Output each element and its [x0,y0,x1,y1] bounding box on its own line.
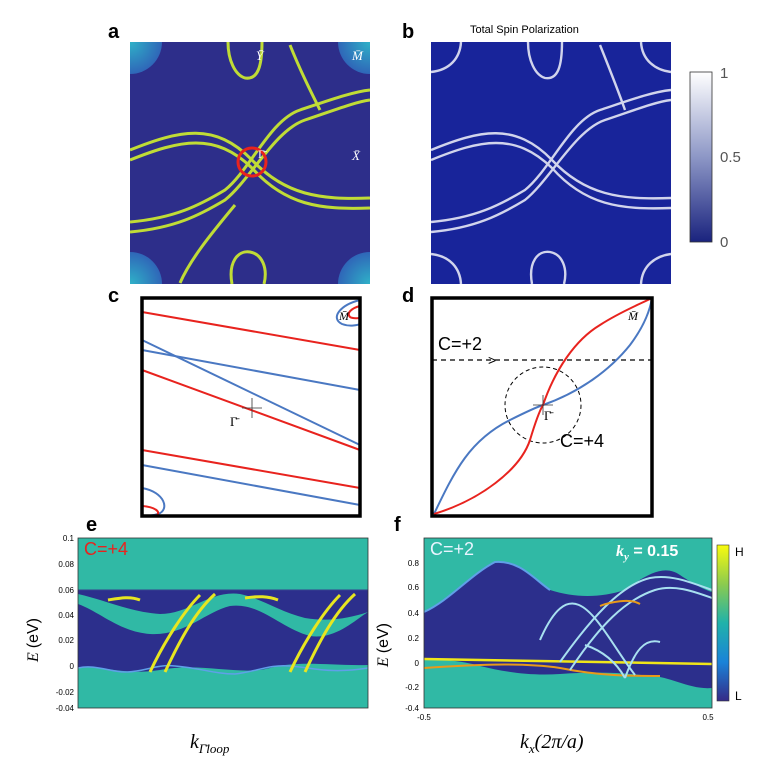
svg-text:E(eV): E (eV) [375,623,392,668]
e-ylabel-unit: (eV) [25,618,42,648]
panel-b-background [431,42,671,284]
ky-k: k [616,543,624,560]
panel-a-corner-pocket [130,252,162,284]
panel-f-frame [423,537,713,709]
f-ytick: 0.8 [408,559,420,568]
panel-e-xlabel: kΓ̄loop [190,731,230,756]
panel-d: d > Γ̄ M̄ C=+2 C=+4 [402,285,654,518]
gamma-point-label-d: Γ̄ [544,408,554,423]
panel-f-chern-label: C=+2 [430,539,474,559]
e-ytick: 0 [70,662,75,671]
dashed-loop-circle [504,366,582,444]
ky-label: ky = 0.15 [616,543,678,563]
arrow-glyph: > [488,352,496,368]
panel-a-corner-pocket [338,252,370,284]
panel-c-frame [140,296,362,518]
gap-region [78,604,368,672]
panel-f-xlabel: kx(2π/a) [520,731,584,756]
gamma-red-circle [236,146,268,178]
panel-a-fermi-arcs [130,42,370,284]
gamma-crosshair-c [242,398,262,418]
m-point-label: M̄ [351,48,364,63]
e-ytick: -0.02 [56,688,75,697]
panel-e: e 0.1 0.08 0.06 0.04 0.02 0 -0.02 [25,514,369,756]
f-xtick: -0.5 [417,713,431,722]
f-ytick: -0.4 [405,704,419,713]
f-ytick: 0.6 [408,583,420,592]
panel-b-label: b [402,21,414,43]
panel-c-label: c [108,285,119,307]
e-ytick: 0.08 [58,560,74,569]
f-ytick: 0.2 [408,634,420,643]
e-ytick: 0.02 [58,636,74,645]
f-ylabel-e: E [375,657,392,668]
panel-a: a Ȳ M̄ X̄ Γ̄ [108,21,370,284]
f-xlabel-rest: (2π/a) [535,731,584,753]
e-xlabel-sub: Γ̄loop [198,741,230,756]
panel-f-label: f [394,514,401,536]
f-xlabel-k: k [520,731,530,753]
e-ytick: 0.1 [63,534,75,543]
ky-value: = 0.15 [629,543,678,560]
panel-b-spin-lines [431,42,671,284]
colorbar-high: H [735,545,744,559]
y-point-label: Ȳ [256,48,265,63]
panel-e-yticks: 0.1 0.08 0.06 0.04 0.02 0 -0.02 -0.04 [56,534,75,713]
m-point-label-d: M̄ [627,309,639,323]
colorbar-low: L [735,689,742,703]
gap-region-upper [78,590,368,620]
panel-f: f 0.8 0.6 0.4 0.2 0 -0.2 -0.4 [375,514,744,756]
panel-b: b Total Spin Polarization 1 0.5 0 [402,21,741,284]
gamma-point-label-c: Γ̄ [230,414,240,429]
panel-f-yticks: 0.8 0.6 0.4 0.2 0 -0.2 -0.4 [405,559,419,713]
panel-e-label: e [86,514,97,536]
panel-f-ylabel: E (eV) [375,623,392,668]
bulk-edge [78,664,368,675]
panel-e-frame [77,537,369,709]
panel-c: c Γ̄ M̄ [108,285,362,518]
panel-d-frame [430,296,654,518]
x-point-label: X̄ [351,148,361,163]
e-ytick: 0.04 [58,611,74,620]
parula-colorbar [716,544,730,702]
m-point-label-c: M̄ [338,309,350,323]
panel-a-corner-pocket [130,42,162,74]
ky-sub: y [622,551,629,563]
e-xlabel-k: k [190,731,200,753]
panel-e-ylabel: E (eV) [25,618,42,663]
e-ylabel-e: E [25,652,42,663]
f-ylabel-unit: (eV) [375,623,392,653]
e-ytick: -0.04 [56,704,75,713]
colorbar-tick-0: 0 [720,234,728,251]
f-ytick: 0.4 [408,609,420,618]
colorbar-tick-05: 0.5 [720,149,741,166]
panel-c-lines [141,299,361,517]
panel-b-title: Total Spin Polarization [470,24,579,36]
f-ytick: -0.2 [405,683,419,692]
svg-text:E(eV): E (eV) [25,618,42,663]
gap-region-f [424,561,712,689]
f-ytick: 0 [415,659,420,668]
surface-states-f [424,560,712,679]
e-ytick: 0.06 [58,586,74,595]
gamma-crosshair-d [533,395,553,415]
colorbar-tick-1: 1 [720,65,728,82]
panel-e-chern-label: C=+4 [84,539,128,559]
f-xtick: 0.5 [702,713,714,722]
spin-colorbar [689,71,713,243]
panel-d-label: d [402,285,414,307]
chern-c2-label: C=+2 [438,334,482,354]
surface-states-e [107,592,357,673]
chern-c4-label: C=+4 [560,431,604,451]
gamma-point-label: Γ̄ [258,147,267,161]
panel-a-corner-pocket [338,42,370,74]
f-xlabel-sub: x [528,741,535,756]
panel-a-label: a [108,21,120,43]
